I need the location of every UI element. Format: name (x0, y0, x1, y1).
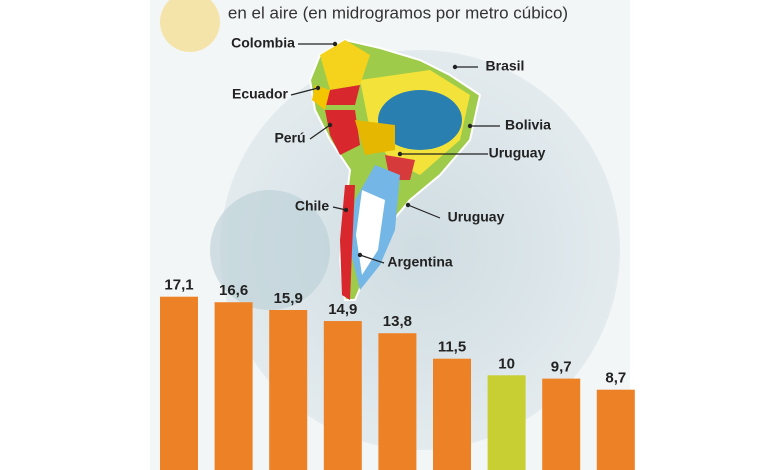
sun (160, 0, 220, 52)
arrow-head (343, 207, 349, 213)
arrow-head (397, 151, 403, 157)
value-label: 16,6 (219, 282, 248, 299)
arrow (332, 206, 347, 211)
map-label: Uruguay (448, 209, 505, 225)
arrow (407, 204, 441, 219)
arrow (290, 87, 319, 96)
bar (323, 321, 362, 470)
map-label: Argentina (387, 254, 453, 270)
arrow-head (452, 64, 458, 70)
value-label: 11,5 (438, 339, 466, 356)
value-label: 17,1 (164, 277, 193, 294)
arrow-head (315, 85, 321, 91)
arrow-head (467, 123, 473, 129)
value-label: 9,7 (551, 359, 572, 376)
map-label: Colombia (231, 35, 295, 51)
map-label: Bolivia (505, 117, 551, 133)
bar (269, 309, 308, 470)
globe-small (210, 190, 330, 310)
bar (160, 296, 198, 470)
map-label: Ecuador (232, 86, 289, 102)
bar (487, 375, 526, 470)
arrow (359, 254, 385, 264)
globe (220, 50, 620, 450)
value-label: 10 (498, 355, 515, 372)
arrow-head (405, 202, 411, 208)
arrow (309, 124, 331, 140)
map-label: Uruguay (489, 145, 546, 161)
bar (596, 389, 635, 470)
subtitle: en el aire (en midrogramos por metro cúb… (228, 3, 568, 22)
value-label: 15,9 (274, 290, 303, 307)
arrow-head (327, 122, 333, 128)
map-label: Chile (295, 198, 329, 214)
map-label: Perú (274, 130, 305, 146)
bar (378, 333, 417, 470)
map (308, 38, 482, 301)
value-label: 8,7 (605, 370, 626, 387)
arrow-head (332, 41, 338, 47)
bar (214, 302, 253, 470)
map-label: Brasil (486, 58, 525, 74)
arrow-head (357, 252, 363, 258)
value-label: 13,8 (383, 313, 412, 330)
value-label: 14,9 (328, 301, 357, 318)
bar (542, 378, 581, 470)
bar (433, 358, 471, 470)
